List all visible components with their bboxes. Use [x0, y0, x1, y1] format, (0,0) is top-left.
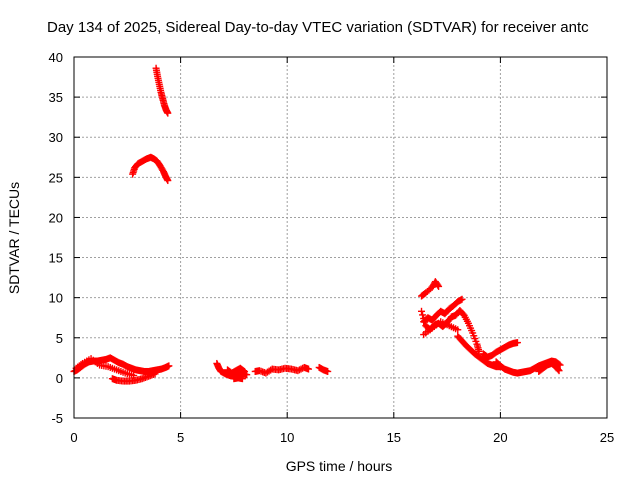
data-point	[238, 375, 246, 383]
y-tick-label: 15	[49, 251, 63, 266]
y-tick-label: 10	[49, 291, 63, 306]
data-point	[554, 366, 562, 374]
y-tick-label: -5	[51, 411, 63, 426]
data-point	[513, 339, 521, 347]
data-point	[164, 109, 172, 117]
data-point	[419, 311, 427, 319]
data-point	[421, 318, 429, 326]
y-tick-label: 5	[56, 331, 63, 346]
data-point	[151, 370, 159, 378]
chart-title: Day 134 of 2025, Sidereal Day-to-day VTE…	[47, 19, 589, 36]
grid-lines	[74, 57, 607, 418]
data-point	[324, 367, 332, 375]
y-tick-label: 40	[49, 50, 63, 65]
data-point	[420, 315, 428, 323]
y-tick-label: 35	[49, 90, 63, 105]
data-point	[458, 295, 466, 303]
data-point	[77, 361, 85, 369]
data-point	[434, 281, 442, 289]
data-point	[305, 365, 313, 373]
x-tick-label: 10	[280, 430, 294, 445]
x-tick-label: 0	[70, 430, 77, 445]
data-point	[555, 367, 563, 375]
y-tick-label: 25	[49, 170, 63, 185]
data-point	[435, 282, 443, 290]
data-points	[70, 64, 564, 385]
data-point	[295, 366, 303, 374]
data-point	[297, 365, 305, 373]
data-point	[418, 307, 426, 315]
x-tick-label: 15	[387, 430, 401, 445]
y-tick-label: 30	[49, 130, 63, 145]
data-point	[164, 177, 172, 185]
y-axis-label: SDTVAR / TECUs	[6, 182, 22, 294]
x-tick-label: 5	[177, 430, 184, 445]
data-point	[165, 362, 173, 370]
x-axis-label: GPS time / hours	[286, 458, 393, 474]
x-tick-label: 20	[493, 430, 507, 445]
x-tick-label: 25	[600, 430, 614, 445]
x-axis-ticks: 0 5 10 15 20 25	[70, 57, 614, 445]
plot-frame	[73, 56, 608, 419]
data-point	[294, 367, 302, 375]
y-tick-label: 0	[56, 371, 63, 386]
y-tick-label: 20	[49, 210, 63, 225]
data-point	[454, 326, 462, 334]
